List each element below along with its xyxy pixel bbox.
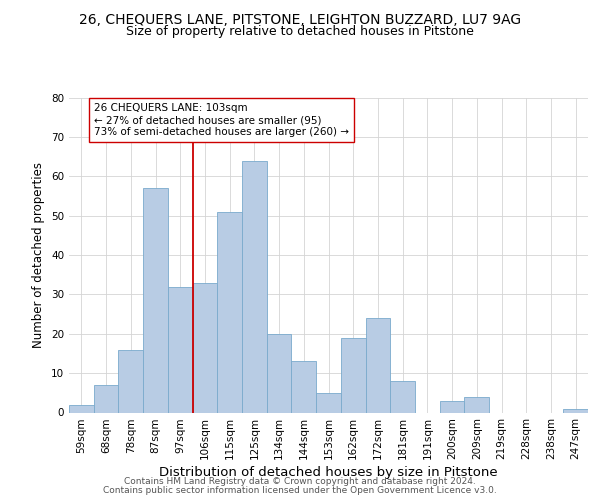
Bar <box>390 381 415 412</box>
Bar <box>341 338 365 412</box>
Bar <box>143 188 168 412</box>
Bar <box>267 334 292 412</box>
Text: Size of property relative to detached houses in Pitstone: Size of property relative to detached ho… <box>126 25 474 38</box>
Text: Contains HM Land Registry data © Crown copyright and database right 2024.: Contains HM Land Registry data © Crown c… <box>124 477 476 486</box>
Bar <box>365 318 390 412</box>
Bar <box>292 362 316 412</box>
Bar <box>193 282 217 412</box>
Y-axis label: Number of detached properties: Number of detached properties <box>32 162 46 348</box>
Bar <box>464 397 489 412</box>
Text: 26, CHEQUERS LANE, PITSTONE, LEIGHTON BUZZARD, LU7 9AG: 26, CHEQUERS LANE, PITSTONE, LEIGHTON BU… <box>79 12 521 26</box>
Bar <box>118 350 143 412</box>
Text: 26 CHEQUERS LANE: 103sqm
← 27% of detached houses are smaller (95)
73% of semi-d: 26 CHEQUERS LANE: 103sqm ← 27% of detach… <box>94 104 349 136</box>
Bar <box>440 400 464 412</box>
Bar <box>217 212 242 412</box>
Text: Contains public sector information licensed under the Open Government Licence v3: Contains public sector information licen… <box>103 486 497 495</box>
X-axis label: Distribution of detached houses by size in Pitstone: Distribution of detached houses by size … <box>159 466 498 479</box>
Bar <box>94 385 118 412</box>
Bar <box>168 286 193 412</box>
Bar <box>563 408 588 412</box>
Bar <box>242 160 267 412</box>
Bar <box>69 404 94 412</box>
Bar <box>316 393 341 412</box>
